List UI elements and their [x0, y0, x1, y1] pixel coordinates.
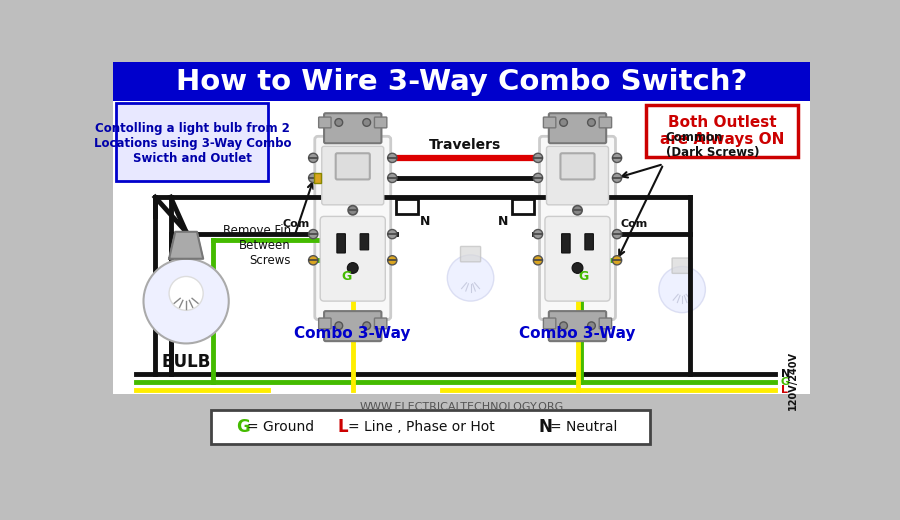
- Circle shape: [388, 256, 397, 265]
- Text: = Ground: = Ground: [248, 420, 314, 434]
- FancyBboxPatch shape: [313, 173, 320, 183]
- Text: Combo 3-Way: Combo 3-Way: [294, 326, 411, 341]
- Text: L: L: [338, 419, 348, 436]
- Text: Travelers: Travelers: [429, 138, 501, 152]
- Polygon shape: [169, 232, 203, 259]
- Text: = Neutral: = Neutral: [550, 420, 617, 434]
- FancyBboxPatch shape: [116, 103, 268, 181]
- Circle shape: [335, 322, 343, 330]
- Circle shape: [309, 153, 318, 162]
- FancyBboxPatch shape: [336, 153, 370, 179]
- Circle shape: [588, 119, 595, 126]
- Circle shape: [534, 256, 543, 265]
- FancyBboxPatch shape: [324, 311, 382, 341]
- Circle shape: [447, 255, 494, 301]
- Text: = Line , Phase or Hot: = Line , Phase or Hot: [348, 420, 495, 434]
- Text: L: L: [780, 385, 788, 395]
- Circle shape: [309, 256, 318, 265]
- Circle shape: [572, 263, 583, 274]
- Circle shape: [309, 173, 318, 183]
- FancyBboxPatch shape: [545, 216, 610, 301]
- Text: G: G: [780, 377, 789, 387]
- Text: BULB: BULB: [161, 354, 211, 371]
- Text: N: N: [539, 419, 553, 436]
- FancyBboxPatch shape: [322, 146, 383, 205]
- FancyBboxPatch shape: [599, 318, 612, 329]
- Circle shape: [659, 266, 706, 313]
- Text: N: N: [780, 369, 790, 379]
- FancyBboxPatch shape: [561, 153, 595, 179]
- Circle shape: [588, 322, 595, 330]
- Circle shape: [363, 119, 371, 126]
- Circle shape: [534, 153, 543, 162]
- Text: Remove Fin
Between
Screws: Remove Fin Between Screws: [222, 224, 291, 267]
- Circle shape: [169, 277, 203, 310]
- Circle shape: [335, 119, 343, 126]
- FancyBboxPatch shape: [319, 117, 331, 128]
- FancyBboxPatch shape: [337, 233, 346, 253]
- FancyBboxPatch shape: [211, 410, 650, 444]
- FancyBboxPatch shape: [315, 136, 391, 320]
- Circle shape: [388, 173, 397, 183]
- Circle shape: [309, 229, 318, 239]
- FancyBboxPatch shape: [546, 146, 608, 205]
- FancyBboxPatch shape: [539, 136, 616, 320]
- Circle shape: [388, 229, 397, 239]
- Circle shape: [348, 205, 357, 215]
- Circle shape: [560, 322, 567, 330]
- FancyBboxPatch shape: [562, 233, 570, 253]
- Circle shape: [363, 322, 371, 330]
- FancyBboxPatch shape: [585, 233, 593, 250]
- Text: N: N: [499, 215, 508, 228]
- Text: Combo 3-Way: Combo 3-Way: [519, 326, 635, 341]
- Circle shape: [612, 256, 622, 265]
- Text: 120V/240V: 120V/240V: [788, 351, 798, 410]
- FancyBboxPatch shape: [320, 216, 385, 301]
- Circle shape: [612, 229, 622, 239]
- FancyBboxPatch shape: [112, 62, 810, 101]
- FancyBboxPatch shape: [544, 117, 556, 128]
- Circle shape: [534, 173, 543, 183]
- Circle shape: [347, 263, 358, 274]
- FancyBboxPatch shape: [112, 101, 810, 424]
- FancyBboxPatch shape: [599, 117, 612, 128]
- Circle shape: [573, 205, 582, 215]
- FancyBboxPatch shape: [112, 394, 810, 463]
- Text: N: N: [420, 215, 430, 228]
- Text: WWW.ELECTRICALTECHNOLOGY.ORG: WWW.ELECTRICALTECHNOLOGY.ORG: [359, 401, 563, 412]
- Circle shape: [612, 173, 622, 183]
- Circle shape: [143, 259, 229, 343]
- FancyBboxPatch shape: [319, 318, 331, 329]
- Text: G: G: [579, 270, 589, 283]
- FancyBboxPatch shape: [461, 246, 481, 262]
- FancyBboxPatch shape: [360, 233, 369, 250]
- FancyBboxPatch shape: [544, 318, 556, 329]
- Circle shape: [612, 153, 622, 162]
- Text: Contolling a light bulb from 2
Locations using 3-Way Combo
Swicth and Outlet: Contolling a light bulb from 2 Locations…: [94, 122, 291, 165]
- FancyBboxPatch shape: [646, 105, 798, 157]
- Circle shape: [560, 119, 567, 126]
- FancyBboxPatch shape: [374, 318, 387, 329]
- Text: Both Outlest
are Always ON: Both Outlest are Always ON: [661, 115, 785, 147]
- FancyBboxPatch shape: [672, 258, 692, 274]
- Text: Common
(Dark Screws): Common (Dark Screws): [666, 132, 760, 160]
- FancyBboxPatch shape: [549, 113, 607, 143]
- Text: Com: Com: [621, 219, 648, 229]
- Circle shape: [388, 153, 397, 162]
- Text: How to Wire 3-Way Combo Switch?: How to Wire 3-Way Combo Switch?: [176, 68, 747, 96]
- FancyBboxPatch shape: [374, 117, 387, 128]
- Circle shape: [534, 229, 543, 239]
- Text: G: G: [341, 270, 352, 283]
- Text: Com: Com: [282, 219, 310, 229]
- FancyBboxPatch shape: [324, 113, 382, 143]
- Text: G: G: [237, 419, 250, 436]
- FancyBboxPatch shape: [549, 311, 607, 341]
